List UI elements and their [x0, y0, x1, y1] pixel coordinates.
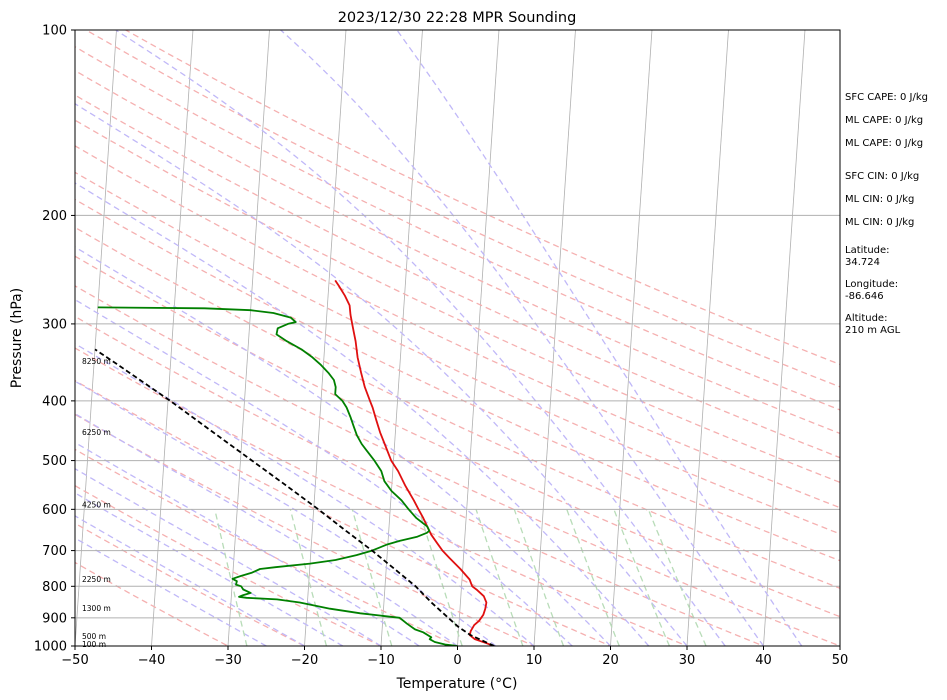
y-tick-label: 200 — [42, 209, 67, 224]
isotherm-line — [151, 30, 194, 646]
dry-adiabat-line — [75, 119, 840, 484]
pressure-gridlines — [75, 214, 840, 619]
series-line-1 — [97, 306, 458, 646]
height-label: 500 m — [82, 632, 106, 641]
mixing-ratio-line — [613, 509, 671, 646]
isotherm-line — [227, 30, 270, 646]
isotherm-line — [610, 30, 653, 646]
y-tick-label: 100 — [42, 24, 67, 39]
mixing-ratio-line — [475, 509, 524, 646]
dry-adiabat-line — [85, 30, 840, 388]
x-tick-label: −40 — [138, 653, 165, 668]
dry-adiabat-line — [75, 69, 840, 435]
moist-adiabat-line — [75, 182, 650, 646]
x-tick-label: −10 — [367, 653, 394, 668]
ml-cin-label: ML CIN: 0 J/kg — [845, 194, 915, 205]
height-label: 8250 m — [82, 357, 111, 366]
height-label: 2250 m — [82, 575, 111, 584]
moist-adiabat-line — [115, 30, 726, 646]
moist-adiabat-line — [75, 298, 573, 646]
y-tick-label: 800 — [42, 580, 67, 595]
x-axis-ticks: −50 −40 −30 −20 −10 0 10 20 30 40 50 — [61, 646, 848, 668]
x-tick-label: 0 — [453, 653, 461, 668]
dry-adiabat-line — [75, 413, 536, 646]
x-axis-label: Temperature (°C) — [396, 676, 518, 692]
chart-title: 2023/12/30 22:28 MPR Sounding — [338, 10, 577, 26]
y-tick-label: 700 — [42, 544, 67, 559]
longitude-label: Longitude: -86.646 — [845, 279, 899, 302]
x-tick-label: −20 — [291, 653, 318, 668]
dry-adiabat-line — [75, 94, 840, 459]
dry-adiabat-line — [75, 198, 840, 562]
moist-adiabat-line — [75, 102, 688, 646]
background-lines — [75, 30, 840, 646]
dry-adiabat-line — [75, 145, 840, 509]
moist-adiabat-line — [75, 246, 611, 646]
moist-adiabat-line — [75, 412, 458, 646]
ml-cin-label-2: ML CIN: 0 J/kg — [845, 217, 915, 228]
moist-adiabat-line — [75, 467, 382, 646]
mixing-ratio-line — [513, 509, 565, 646]
series-line-2 — [94, 348, 495, 646]
height-label: 6250 m — [82, 428, 111, 437]
y-tick-label: 1000 — [34, 640, 67, 655]
moist-adiabat-line — [280, 30, 765, 646]
dry-adiabat-line — [75, 226, 840, 589]
y-axis-label: Pressure (hPa) — [9, 288, 25, 388]
dry-adiabat-line — [125, 30, 840, 366]
series-layer — [94, 279, 495, 646]
x-tick-label: −30 — [214, 653, 241, 668]
height-label: 1300 m — [82, 604, 111, 613]
x-tick-label: 40 — [755, 653, 772, 668]
x-tick-label: −50 — [61, 653, 88, 668]
ml-cape-label: ML CAPE: 0 J/kg — [845, 115, 924, 126]
dry-adiabat-line — [75, 285, 840, 646]
altitude-label: Altitude: 210 m AGL — [845, 313, 901, 336]
isotherm-line — [686, 30, 729, 646]
x-tick-label: 10 — [526, 653, 543, 668]
y-tick-label: 900 — [42, 611, 67, 626]
moist-adiabat-line — [396, 30, 803, 646]
y-tick-label: 600 — [42, 503, 67, 518]
dry-adiabat-line — [75, 379, 613, 646]
dry-adiabat-line — [75, 561, 230, 646]
series-line-0 — [334, 279, 494, 646]
isotherm-line — [380, 30, 423, 646]
x-tick-label: 30 — [679, 653, 696, 668]
latitude-label: Latitude: 34.724 — [845, 245, 890, 268]
dry-adiabat-line — [75, 448, 460, 646]
dry-adiabat-line — [75, 347, 689, 646]
dry-adiabat-line — [75, 522, 306, 646]
sounding-stats-panel: SFC CAPE: 0 J/kg ML CAPE: 0 J/kg ML CAPE… — [845, 92, 945, 337]
dry-adiabat-line — [75, 171, 840, 535]
moist-adiabat-line — [75, 380, 497, 646]
moist-adiabat-line — [75, 342, 535, 646]
sfc-cin-label: SFC CIN: 0 J/kg — [845, 171, 920, 182]
x-tick-label: 20 — [602, 653, 619, 668]
y-tick-label: 500 — [42, 454, 67, 469]
dry-adiabat-line — [75, 315, 766, 646]
plot-frame — [74, 29, 841, 647]
isotherm-line — [304, 30, 347, 646]
sfc-cape-label: SFC CAPE: 0 J/kg — [845, 92, 928, 103]
dry-adiabat-line — [75, 46, 840, 411]
height-label: 4250 m — [82, 500, 111, 509]
isotherm-line — [533, 30, 576, 646]
mixing-ratio-line — [647, 509, 707, 646]
dry-adiabat-line — [75, 255, 840, 618]
ml-cape-label-2: ML CAPE: 0 J/kg — [845, 138, 924, 149]
isotherm-line — [75, 30, 117, 646]
x-tick-label: 50 — [832, 653, 849, 668]
y-tick-label: 400 — [42, 394, 67, 409]
y-axis-ticks: 100 200 300 400 500 600 700 800 900 1000 — [34, 24, 75, 655]
height-label: 100 m — [82, 640, 106, 649]
y-tick-label: 300 — [42, 317, 67, 332]
moist-adiabat-line — [75, 441, 420, 646]
mixing-ratio-line — [566, 509, 620, 646]
isotherm-line — [763, 30, 806, 646]
